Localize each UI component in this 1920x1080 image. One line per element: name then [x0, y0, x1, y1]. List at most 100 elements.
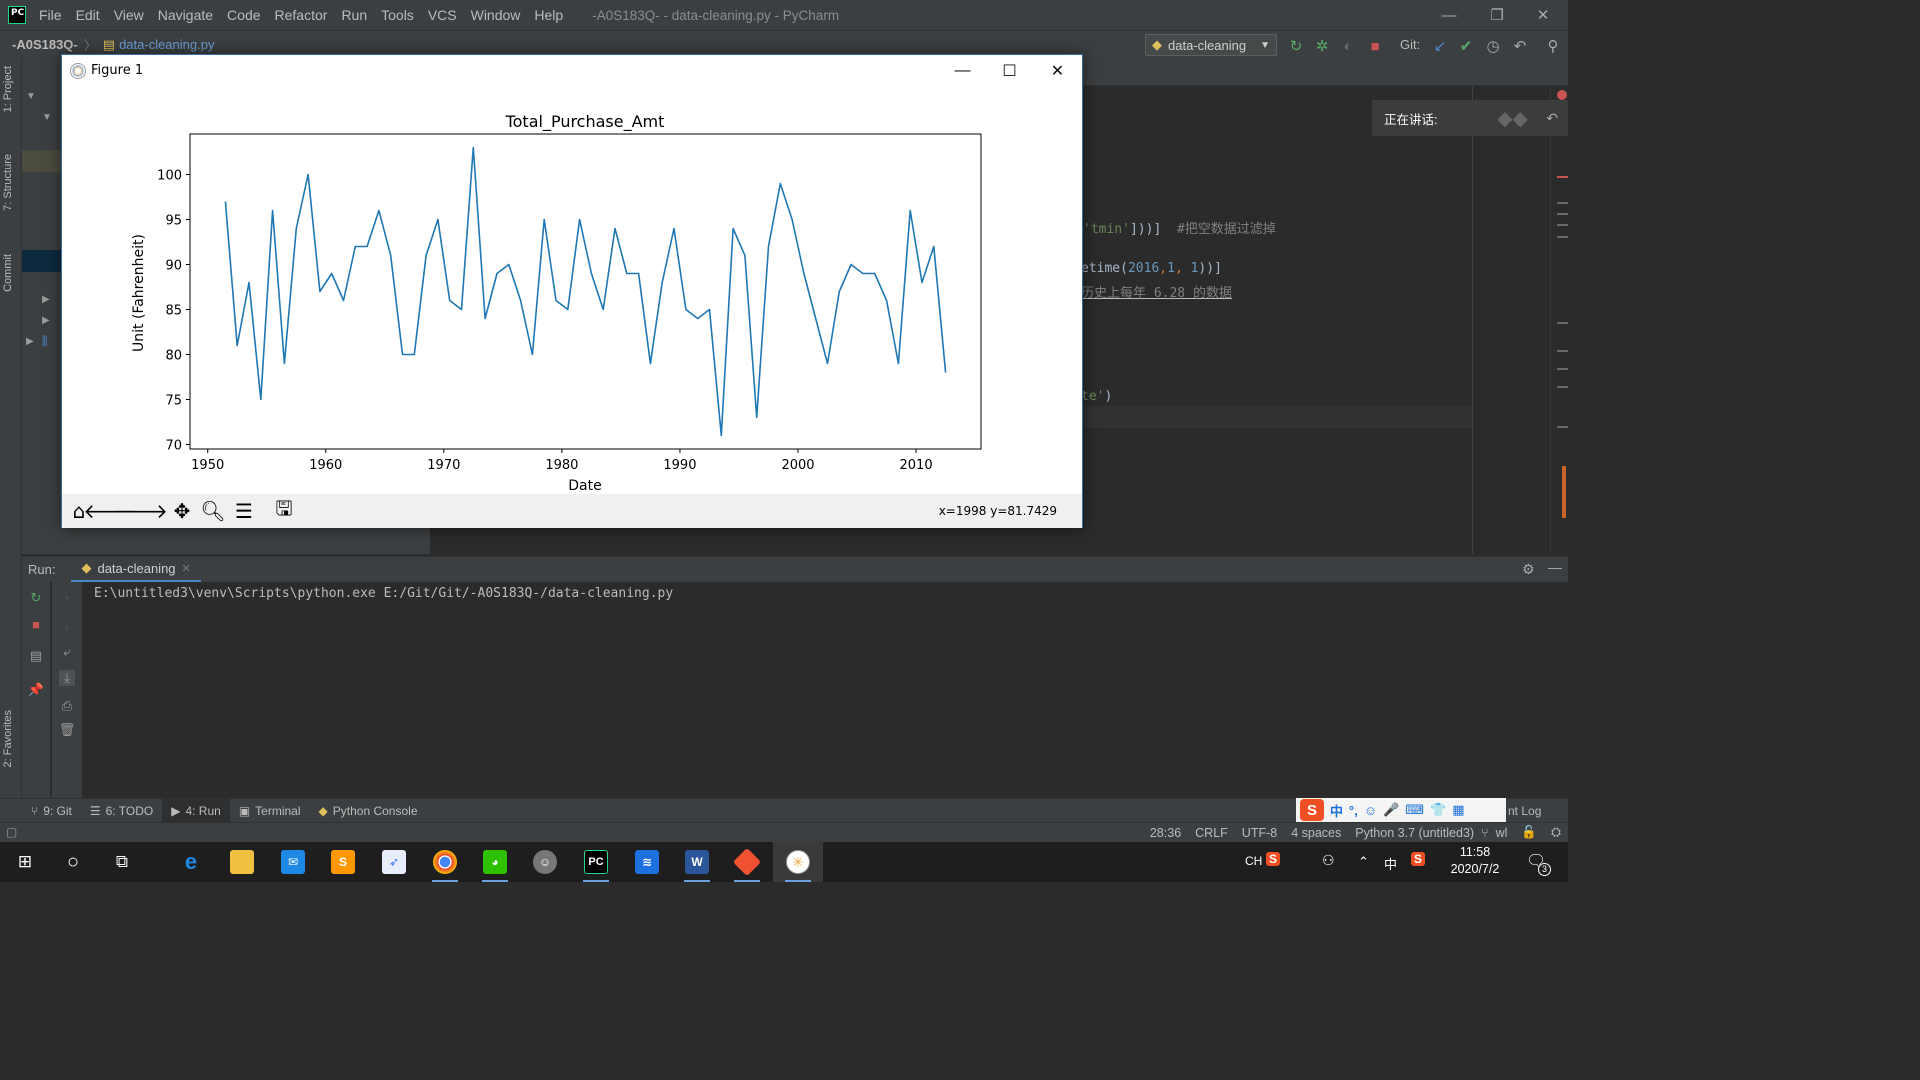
zoom-icon[interactable]: 🔍︎: [200, 499, 226, 523]
menu-code[interactable]: Code: [227, 7, 261, 23]
taskbar-sublime[interactable]: S: [318, 842, 368, 882]
minimize-button[interactable]: —: [1441, 6, 1457, 24]
rollback-icon[interactable]: ↶: [1513, 38, 1527, 55]
tray-ime-mode[interactable]: 中: [1384, 857, 1398, 872]
configure-subplots-icon[interactable]: ☰: [235, 499, 253, 523]
cortana-search-button[interactable]: ○: [48, 842, 98, 882]
tool-tab-favorites[interactable]: 2: Favorites: [2, 710, 14, 768]
stop-icon[interactable]: ■: [32, 616, 40, 632]
tool-tab-todo[interactable]: ☰ 6: TODO: [81, 799, 162, 823]
taskbar-git-gui[interactable]: [722, 842, 772, 882]
menu-run[interactable]: Run: [341, 7, 368, 23]
tool-tab-git[interactable]: ⑂ 9: Git: [22, 799, 81, 823]
tool-tab-project[interactable]: 1: Project: [2, 66, 14, 113]
tool-tab-terminal[interactable]: ▣ Terminal: [230, 799, 310, 823]
figure-minimize-button[interactable]: —: [954, 61, 971, 79]
history-icon[interactable]: ◷: [1486, 38, 1500, 55]
git-update-icon[interactable]: ↙: [1433, 38, 1447, 55]
rerun-icon[interactable]: ↻: [30, 590, 42, 605]
tray-chevron-up-icon[interactable]: ⌃: [1358, 854, 1369, 869]
menu-navigate[interactable]: Navigate: [157, 7, 214, 23]
tray-language[interactable]: CH: [1245, 854, 1263, 868]
breadcrumb-file[interactable]: data-cleaning.py: [119, 37, 215, 52]
menu-help[interactable]: Help: [534, 7, 564, 23]
pin-icon[interactable]: 📌: [27, 682, 45, 697]
stop-icon[interactable]: ■: [1370, 37, 1380, 55]
menu-tools[interactable]: Tools: [381, 7, 414, 23]
trash-icon[interactable]: 🗑: [58, 722, 76, 737]
taskbar-chrome[interactable]: [420, 842, 470, 882]
taskbar-pycharm[interactable]: PC: [571, 842, 621, 882]
pan-icon[interactable]: ✥: [173, 499, 191, 523]
tray-people-icon[interactable]: ⚇: [1322, 852, 1335, 868]
caret-position[interactable]: 28:36: [1149, 825, 1182, 840]
git-branch[interactable]: wl: [1495, 825, 1508, 840]
hide-panel-icon[interactable]: —: [1548, 559, 1562, 575]
save-icon[interactable]: 🖫: [275, 496, 293, 520]
sogou-logo[interactable]: S: [1300, 799, 1324, 821]
taskbar-mail[interactable]: ✉: [268, 842, 318, 882]
menu-vcs[interactable]: VCS: [427, 7, 457, 23]
soft-wrap-icon[interactable]: ⤶: [63, 644, 71, 659]
menu-refactor[interactable]: Refactor: [274, 7, 328, 23]
home-icon[interactable]: ⌂: [72, 499, 86, 523]
inspector-icon[interactable]: ⛭: [1550, 825, 1561, 839]
figure-titlebar[interactable]: Figure 1 — ☐ ✕: [62, 55, 1082, 86]
error-icon[interactable]: [1557, 90, 1567, 100]
scrollbar-thumb[interactable]: [1562, 466, 1566, 518]
file-encoding[interactable]: UTF-8: [1241, 825, 1278, 840]
ime-voice-icon[interactable]: 🎤: [1383, 802, 1400, 817]
tool-tab-structure[interactable]: 7: Structure: [2, 154, 14, 211]
run-tab[interactable]: ◆ data-cleaning ✕: [71, 557, 201, 583]
figure-close-button[interactable]: ✕: [1050, 62, 1065, 80]
menu-view[interactable]: View: [113, 7, 144, 23]
taskbar-edge[interactable]: e: [166, 842, 216, 882]
tree-collapse-icon[interactable]: ▶: [42, 294, 50, 305]
collapse-arrow-icon[interactable]: ↶: [1546, 109, 1558, 126]
run-configuration-select[interactable]: ◆ data-cleaning ▼: [1145, 34, 1277, 56]
tree-expand-icon[interactable]: ▼: [42, 112, 52, 123]
taskbar-explorer[interactable]: [217, 842, 267, 882]
menu-file[interactable]: File: [39, 7, 62, 23]
run-console[interactable]: [22, 582, 1568, 798]
tool-tab-run[interactable]: ▶ 4: Run: [162, 798, 230, 823]
print-icon[interactable]: ⎙: [61, 698, 73, 713]
indent-setting[interactable]: 4 spaces: [1291, 825, 1342, 840]
layout-icon[interactable]: ▤: [29, 648, 43, 663]
rerun-icon[interactable]: ↻: [1289, 38, 1303, 55]
taskbar-wechat[interactable]: ◕: [470, 842, 520, 882]
tree-expand-icon[interactable]: ▼: [26, 91, 36, 102]
settings-gear-icon[interactable]: ⚙: [1522, 561, 1535, 577]
start-button[interactable]: ⊞: [0, 842, 50, 882]
taskbar-feishu[interactable]: ➶: [369, 842, 419, 882]
breadcrumb-project[interactable]: -A0S183Q-: [12, 37, 78, 52]
scroll-to-end-icon[interactable]: ⤓: [59, 670, 75, 686]
ime-punctuation[interactable]: °,: [1349, 802, 1358, 818]
debug-icon[interactable]: ✲: [1315, 38, 1329, 55]
taskbar-word[interactable]: W: [672, 842, 722, 882]
search-icon[interactable]: ⚲: [1547, 38, 1559, 55]
forward-icon[interactable]: 🡒: [114, 499, 168, 523]
profile-icon[interactable]: ◐: [1343, 37, 1353, 55]
up-arrow-icon[interactable]: ↑: [63, 590, 71, 606]
taskbar-matplotlib[interactable]: ✳: [773, 842, 823, 882]
tray-sogou-icon-2[interactable]: S: [1411, 852, 1426, 866]
git-commit-icon[interactable]: ✔: [1459, 38, 1473, 55]
ime-chinese-mode[interactable]: 中: [1330, 803, 1344, 819]
ime-skin-icon[interactable]: 👕: [1430, 802, 1447, 817]
tree-collapse-icon[interactable]: ▶: [42, 315, 50, 326]
down-arrow-icon[interactable]: ↓: [63, 616, 71, 632]
lock-icon[interactable]: 🔓: [1521, 825, 1537, 839]
taskbar-clock[interactable]: 11:58 2020/7/2: [1440, 844, 1510, 878]
taskbar-meeting[interactable]: ≋: [622, 842, 672, 882]
event-log-tab[interactable]: nt Log: [1508, 804, 1542, 818]
line-separator[interactable]: CRLF: [1195, 825, 1228, 840]
taskbar-avatar-app[interactable]: ☺: [520, 842, 570, 882]
ime-emoji-icon[interactable]: ☺: [1363, 802, 1378, 818]
ime-toolbox-icon[interactable]: ▦: [1452, 802, 1465, 817]
menu-edit[interactable]: Edit: [75, 7, 100, 23]
tree-collapse-icon[interactable]: ▶: [26, 336, 34, 347]
ime-keyboard-icon[interactable]: ⌨: [1405, 802, 1425, 817]
menu-window[interactable]: Window: [470, 7, 521, 23]
layout-toggle-icon[interactable]: ▢: [6, 825, 18, 839]
